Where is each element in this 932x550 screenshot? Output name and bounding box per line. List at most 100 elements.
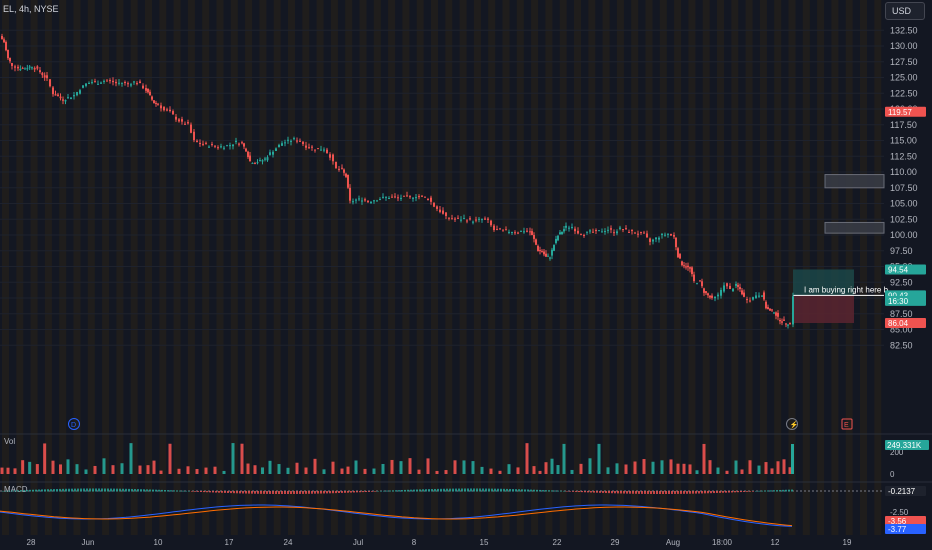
macd-hist-bar [479, 488, 481, 492]
macd-value-label: -3.77 [888, 525, 907, 534]
macd-hist-bar [83, 488, 85, 492]
candle [481, 218, 483, 223]
volume-bar [28, 461, 32, 474]
stripe [831, 0, 839, 535]
candle-body [382, 196, 384, 198]
macd-hist-bar [380, 490, 382, 492]
candle-body [616, 231, 618, 234]
time-tick-label: 29 [611, 538, 620, 547]
stripe [616, 0, 624, 535]
volume-bar [240, 443, 244, 474]
candle-body [178, 119, 180, 122]
candle [454, 217, 456, 222]
volume-bar [570, 469, 574, 474]
candle [646, 230, 648, 238]
candle-body [442, 210, 444, 214]
candle-body [249, 155, 251, 162]
symbol-label: EL, 4h, NYSE [3, 4, 59, 14]
stripe [731, 0, 739, 535]
candle-body [622, 229, 624, 231]
candle [779, 318, 781, 325]
candle-body [685, 266, 687, 268]
macd-hist-bar [71, 488, 73, 492]
candle [574, 226, 576, 235]
stripe [273, 0, 281, 535]
stripe [288, 0, 295, 535]
volume-bar [390, 459, 394, 474]
candle [9, 57, 11, 64]
stripe [631, 0, 639, 535]
volume-bar [277, 464, 281, 474]
time-tick-label: 17 [225, 538, 234, 547]
candle [57, 92, 59, 97]
candle-body [454, 218, 456, 220]
macd-hist-bar [737, 491, 739, 493]
candle-body [592, 231, 594, 233]
macd-hist-bar [509, 488, 511, 492]
volume-bar [313, 458, 317, 474]
macd-hist-bar [422, 489, 424, 492]
macd-hist-bar [53, 489, 55, 492]
volume-bar [544, 462, 548, 474]
stripe [502, 0, 510, 535]
stripe [130, 0, 138, 535]
candle [317, 148, 319, 150]
macd-hist-bar [476, 488, 478, 492]
candle [272, 150, 274, 158]
candle-body [91, 82, 93, 84]
volume-bar [688, 464, 692, 474]
macd-hist-bar [548, 490, 550, 492]
candle-body [689, 267, 691, 269]
volume-bar [624, 464, 628, 474]
candle [85, 83, 87, 88]
stripe [702, 0, 710, 535]
candle [589, 229, 591, 234]
candle-body [358, 198, 360, 200]
candle-body [175, 116, 177, 120]
candle-body [70, 97, 72, 99]
candle [46, 72, 48, 81]
candle [243, 142, 245, 150]
volume-bar [748, 460, 752, 474]
candle-body [115, 81, 117, 84]
candle-body [493, 225, 495, 231]
candle-body [264, 158, 266, 160]
candle [64, 99, 67, 105]
macd-hist-bar [14, 490, 16, 492]
stripe [802, 0, 810, 535]
candle [388, 196, 390, 200]
candle-body [229, 145, 231, 147]
macd-hist-bar [596, 491, 598, 493]
candle [256, 159, 259, 165]
macd-hist-bar [551, 490, 553, 492]
currency-button[interactable]: USD [885, 2, 925, 20]
candle-body [11, 63, 13, 66]
volume-bar [120, 463, 124, 474]
candle [775, 311, 777, 320]
macd-hist-bar [485, 488, 487, 492]
candle [460, 216, 462, 223]
candle [469, 216, 471, 221]
candle [5, 40, 7, 52]
time-tick-label: 24 [284, 538, 293, 547]
macd-hist-bar [734, 491, 736, 493]
stripe [602, 0, 610, 535]
candle [229, 142, 231, 150]
volume-bar [354, 460, 358, 474]
macd-hist-bar [119, 488, 121, 492]
volume-bar [222, 470, 226, 474]
candle-body [640, 232, 642, 234]
candle-body [172, 111, 174, 115]
macd-hist-bar [728, 491, 730, 493]
candle-body [773, 312, 775, 314]
stripe [402, 0, 410, 535]
price-label-box [885, 264, 926, 275]
stripe [116, 0, 124, 535]
stripe [545, 0, 553, 535]
candle-body [761, 295, 763, 297]
price-tick-label: 125.00 [890, 73, 918, 83]
candle [338, 166, 340, 172]
candle-body [341, 167, 343, 169]
stripe [302, 0, 310, 535]
